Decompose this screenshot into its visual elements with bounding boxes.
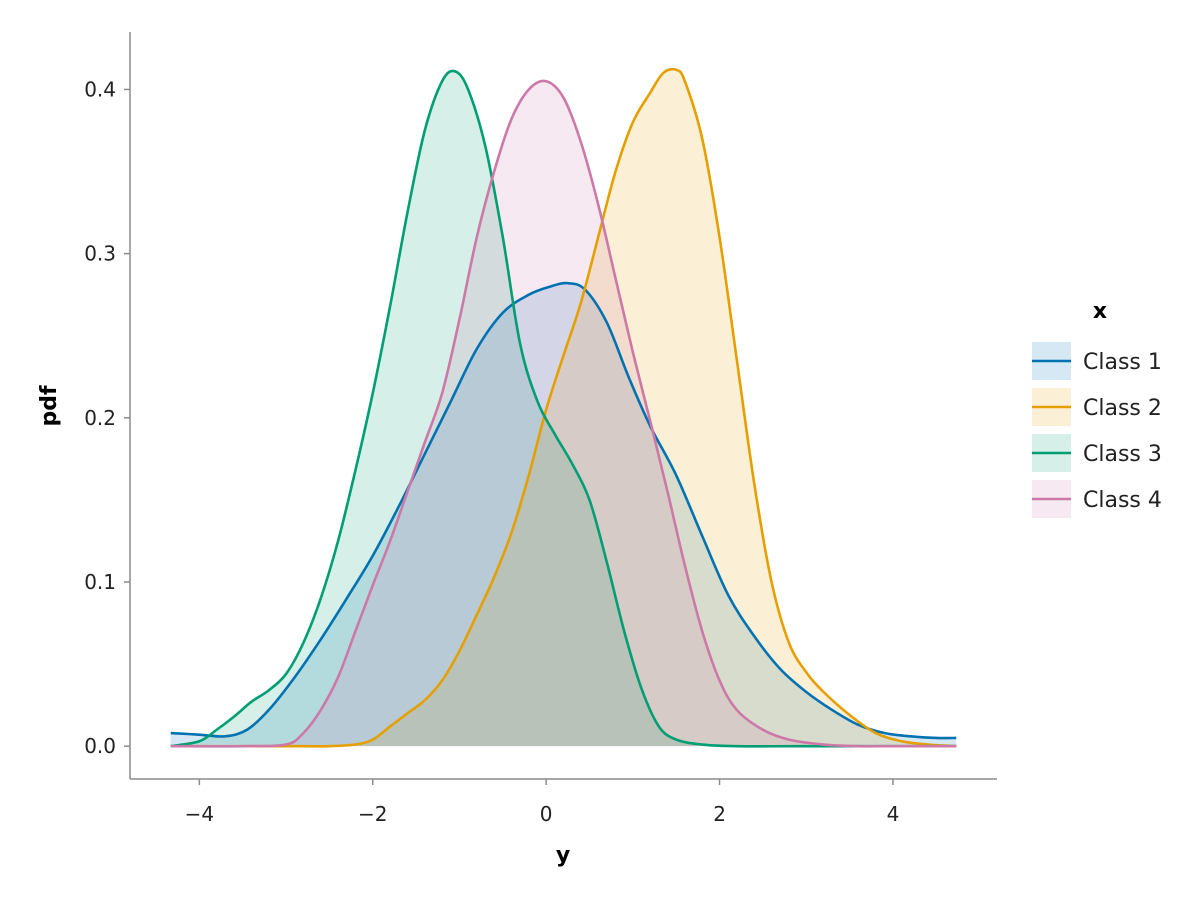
- x-tick-label: 2: [713, 802, 726, 826]
- legend-label: Class 4: [1083, 488, 1162, 513]
- line-class-2: [170, 67, 957, 748]
- y-tick-label: 0.2: [84, 406, 116, 430]
- y-tick-label: 0.3: [84, 242, 116, 266]
- legend: x Class 1 Class 2 Class 3 Class 4: [1032, 299, 1162, 518]
- density-areas: [170, 69, 957, 747]
- x-tick-label: 4: [887, 802, 900, 826]
- line-class-3: [170, 69, 957, 748]
- legend-title: x: [1093, 299, 1107, 324]
- y-axis-title: pdf: [37, 385, 62, 426]
- line-class-4: [170, 79, 957, 748]
- area-class-3: [170, 70, 957, 747]
- legend-item-class-2: Class 2: [1032, 388, 1162, 426]
- y-tick-label: 0.0: [84, 734, 116, 758]
- area-class-1: [170, 283, 957, 747]
- area-class-4: [170, 80, 957, 747]
- x-axis-title: y: [556, 843, 570, 868]
- legend-item-class-4: Class 4: [1032, 480, 1162, 518]
- line-class-1: [170, 281, 957, 740]
- x-tick-label: −2: [358, 802, 387, 826]
- legend-label: Class 2: [1083, 396, 1162, 421]
- legend-label: Class 1: [1083, 350, 1162, 375]
- legend-label: Class 3: [1083, 442, 1162, 467]
- area-class-2: [170, 69, 957, 747]
- axes: 0.0 0.1 0.2 0.3 0.4 −4 −2 0 2 4: [84, 32, 997, 826]
- density-lines: [170, 67, 957, 748]
- y-tick-label: 0.1: [84, 570, 116, 594]
- legend-item-class-3: Class 3: [1032, 434, 1162, 472]
- x-tick-label: 0: [540, 802, 553, 826]
- y-tick-label: 0.4: [84, 77, 116, 101]
- legend-item-class-1: Class 1: [1032, 342, 1162, 380]
- x-tick-label: −4: [185, 802, 214, 826]
